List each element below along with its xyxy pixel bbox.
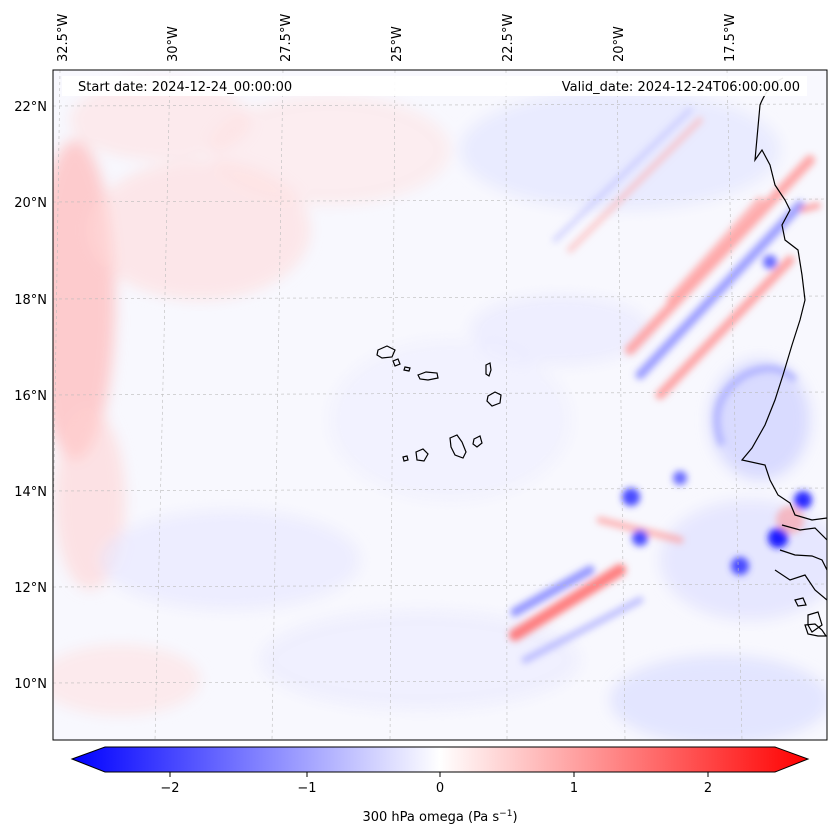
start-date-label: Start date: 2024-12-24_00:00:00 bbox=[78, 80, 292, 95]
colorbar-bar bbox=[70, 746, 810, 773]
colorbar-tick-label: −2 bbox=[160, 781, 179, 796]
coastlines bbox=[376, 77, 827, 637]
colorbar-tick-label: 1 bbox=[570, 781, 578, 796]
lat-label-12n: 12°N bbox=[14, 581, 47, 596]
gridlines bbox=[53, 70, 827, 740]
lat-label-18n: 18°N bbox=[14, 293, 47, 308]
gridline-17-5w bbox=[726, 70, 743, 740]
gridline-20w bbox=[616, 70, 626, 740]
lon-label-22-5w: 22.5°W bbox=[501, 14, 516, 62]
gridline-25w bbox=[389, 70, 396, 740]
lon-label-20w: 20°W bbox=[612, 26, 627, 62]
gridline-27-5w bbox=[271, 70, 284, 740]
colorbar-tick-label: 0 bbox=[436, 781, 444, 796]
island-santiago bbox=[449, 434, 467, 459]
omega-field-smooth bbox=[53, 80, 827, 740]
island-boa-vista bbox=[486, 391, 502, 407]
lon-label-32-5w: 32.5°W bbox=[56, 14, 71, 62]
colorbar: −2 −1 0 1 2 300 hPa omega (Pa s−1) bbox=[70, 746, 810, 825]
colorbar-tick-label: 2 bbox=[704, 781, 712, 796]
island-fogo bbox=[415, 448, 429, 462]
colorbar-label: 300 hPa omega (Pa s−1) bbox=[362, 809, 517, 825]
longitude-labels: 32.5°W 30°W 27.5°W 25°W 22.5°W 20°W 17.5… bbox=[56, 14, 738, 62]
map-frame bbox=[52, 69, 828, 741]
gridline-22-5w bbox=[505, 70, 508, 740]
colorbar-label-exponent: −1 bbox=[499, 809, 512, 819]
colorbar-label-close: ) bbox=[512, 810, 517, 825]
lon-label-25w: 25°W bbox=[390, 26, 405, 62]
lon-label-30w: 30°W bbox=[166, 26, 181, 62]
map-panel: Start date: 2024-12-24_00:00:00 Valid_da… bbox=[14, 14, 828, 741]
africa-coastline bbox=[740, 77, 827, 633]
colorbar-label-text: 300 hPa omega (Pa s bbox=[362, 810, 499, 825]
island-brava bbox=[402, 455, 409, 462]
valid-date-label: Valid_date: 2024-12-24T06:00:00.00 bbox=[562, 80, 800, 95]
omega-field-bands bbox=[509, 107, 821, 664]
island-santa-luzia bbox=[403, 366, 411, 372]
colorbar-tick-label: −1 bbox=[297, 781, 316, 796]
island-sao-nicolau bbox=[417, 371, 439, 381]
lon-label-17-5w: 17.5°W bbox=[723, 14, 738, 62]
island-sao-vicente bbox=[392, 358, 401, 367]
gridline-30w bbox=[154, 70, 171, 740]
header-box bbox=[62, 76, 807, 96]
lon-label-27-5w: 27.5°W bbox=[279, 14, 294, 62]
lat-label-14n: 14°N bbox=[14, 485, 47, 500]
island-maio bbox=[472, 435, 483, 448]
lat-label-16n: 16°N bbox=[14, 389, 47, 404]
lat-label-20n: 20°N bbox=[14, 196, 47, 211]
latitude-labels: 22°N 20°N 18°N 16°N 14°N 12°N 10°N bbox=[14, 100, 47, 692]
lat-label-22n: 22°N bbox=[14, 100, 47, 115]
africa-coast-islands bbox=[794, 597, 827, 637]
lat-label-10n: 10°N bbox=[14, 677, 47, 692]
island-sal bbox=[485, 362, 492, 377]
omega-field bbox=[53, 80, 827, 740]
island-santo-antao bbox=[376, 345, 396, 359]
